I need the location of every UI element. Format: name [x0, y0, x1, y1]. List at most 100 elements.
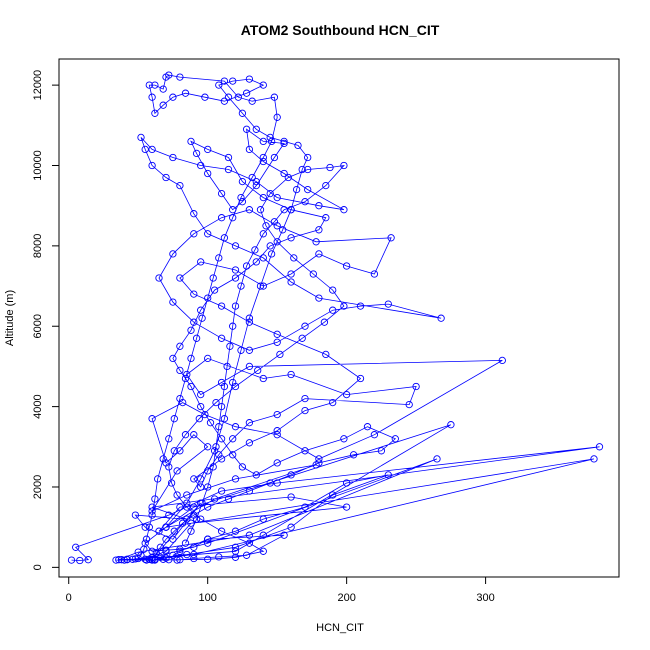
data-point — [217, 487, 226, 495]
data-point — [224, 165, 233, 174]
data-point — [266, 133, 274, 142]
data-point — [209, 463, 217, 471]
data-point — [342, 503, 351, 511]
data-point — [384, 471, 392, 479]
x-axis-label: HCN_CIT — [316, 622, 364, 634]
data-point — [237, 346, 245, 354]
data-point — [231, 475, 240, 483]
data-point — [242, 89, 251, 97]
data-point — [229, 435, 237, 443]
data-point — [198, 314, 206, 322]
plot-frame — [58, 58, 620, 578]
data-point — [151, 495, 159, 503]
data-point — [148, 93, 156, 101]
data-point — [159, 455, 167, 463]
data-point — [329, 491, 337, 499]
data-point — [217, 189, 226, 198]
data-point — [204, 555, 212, 563]
data-point — [315, 250, 323, 258]
data-point — [287, 493, 295, 501]
data-point — [183, 370, 191, 379]
data-point — [315, 294, 323, 302]
series-line — [71, 74, 600, 561]
data-point — [142, 556, 151, 564]
data-point — [304, 165, 312, 174]
data-point — [224, 495, 233, 503]
data-point — [217, 214, 226, 222]
y-tick-label: 10000 — [32, 150, 44, 181]
data-point — [197, 515, 205, 523]
data-point — [176, 447, 184, 455]
data-point — [141, 523, 149, 531]
data-point — [229, 451, 237, 459]
data-point — [217, 455, 226, 463]
data-point — [370, 270, 379, 278]
data-point — [115, 556, 123, 564]
data-point — [192, 334, 201, 342]
data-point — [176, 547, 184, 555]
data-point — [298, 334, 306, 342]
data-point — [215, 553, 223, 561]
data-point — [176, 366, 184, 375]
data-point — [210, 447, 219, 455]
data-point — [242, 125, 251, 133]
x-axis: 0 100 200 300 — [66, 577, 495, 604]
data-point — [322, 181, 330, 190]
data-point — [162, 546, 170, 554]
data-point — [340, 302, 348, 310]
data-point — [197, 258, 205, 266]
data-point — [245, 314, 254, 322]
data-point — [301, 394, 309, 403]
data-point — [131, 511, 140, 519]
data-point — [217, 435, 226, 443]
data-point — [176, 274, 184, 282]
data-point — [173, 556, 181, 564]
data-point — [169, 298, 177, 306]
data-point — [204, 539, 212, 547]
data-point — [270, 153, 279, 162]
data-point — [148, 415, 156, 423]
data-point — [237, 282, 245, 290]
data-point — [234, 93, 242, 101]
data-point — [145, 523, 153, 531]
data-point — [290, 254, 298, 262]
data-point — [270, 93, 279, 101]
data-point — [190, 210, 198, 218]
data-point — [245, 75, 254, 83]
data-point — [148, 556, 156, 564]
data-point — [145, 555, 153, 563]
series-group — [67, 71, 604, 565]
data-point — [256, 206, 265, 214]
data-point — [197, 306, 205, 314]
data-point — [148, 511, 156, 519]
y-tick-label: 0 — [32, 564, 44, 570]
data-point — [142, 535, 151, 543]
data-point — [301, 447, 309, 455]
data-point — [148, 145, 156, 154]
data-point — [340, 206, 348, 214]
data-point — [231, 423, 240, 431]
data-point — [231, 274, 240, 282]
data-point — [229, 77, 237, 85]
data-point — [266, 189, 274, 198]
data-point — [183, 499, 191, 507]
data-point — [201, 93, 209, 101]
data-point — [215, 254, 223, 262]
x-tick-label: 100 — [199, 592, 217, 604]
data-point — [165, 511, 173, 519]
data-point — [145, 81, 153, 89]
data-point — [162, 173, 170, 182]
data-point — [315, 226, 323, 234]
data-point — [329, 398, 337, 407]
data-point — [204, 503, 212, 511]
data-point — [181, 431, 190, 439]
data-point — [187, 519, 195, 527]
data-point — [112, 556, 120, 564]
data-point — [176, 556, 184, 564]
data-point — [210, 495, 219, 503]
data-point — [190, 318, 198, 326]
data-point — [159, 101, 167, 109]
data-point — [342, 262, 351, 270]
data-point — [252, 125, 260, 133]
